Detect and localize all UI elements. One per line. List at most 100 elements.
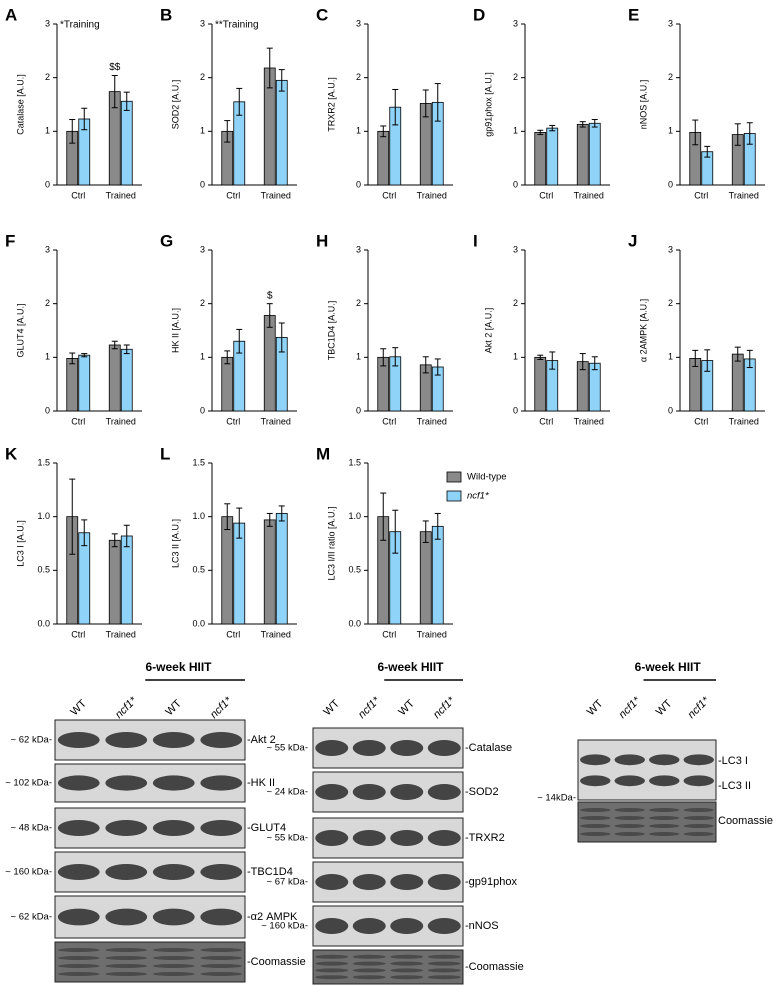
blot-band (352, 975, 386, 980)
blot-band (200, 956, 243, 960)
y-tick-label: 3 (356, 18, 361, 28)
legend-label: ncf1* (467, 491, 489, 502)
error-bar (422, 520, 429, 543)
blot-band (352, 740, 386, 756)
blot-band (200, 820, 243, 836)
blot-label: -Coomassie (465, 961, 524, 973)
kda-label: ~ 24 kDa- (267, 787, 308, 798)
blot-band (315, 918, 349, 934)
y-axis-label: Akt 2 [A.U.] (483, 308, 493, 354)
blot-label: -nNOS (465, 920, 499, 932)
blot-band (105, 820, 148, 836)
x-tick-label: Ctrl (226, 416, 240, 426)
blot-band (152, 775, 195, 791)
blot-band (105, 908, 148, 926)
y-axis-label: LC3 II [A.U.] (170, 519, 180, 568)
bar (534, 132, 547, 186)
blot-band (57, 972, 100, 976)
blot-band (315, 961, 349, 966)
y-axis-label: GLUT4 [A.U.] (15, 303, 25, 357)
blot-band (614, 824, 645, 828)
blot-band (614, 832, 645, 836)
error-bar (692, 119, 699, 146)
lane-label: WT (585, 697, 606, 718)
kda-label: ~ 48 kDa- (11, 823, 52, 834)
x-tick-label: Trained (106, 190, 136, 200)
bar (546, 127, 559, 186)
panel-letter: K (5, 444, 18, 463)
lane-label: ncf1* (431, 694, 458, 721)
blot-header: 6-week HIIT (377, 660, 444, 674)
blot-band (352, 968, 386, 973)
y-tick-label: 3 (45, 18, 50, 28)
kda-label: ~ 102 kDa- (5, 778, 52, 789)
error-bar (278, 322, 285, 353)
y-tick-label: 0 (513, 179, 518, 189)
blot-label: -Coomassie (247, 956, 306, 968)
x-tick-label: Trained (729, 190, 759, 200)
y-tick-label: 1.5 (192, 457, 205, 467)
y-axis-label: α 2AMPK [A.U.] (638, 299, 648, 362)
blot-band (105, 956, 148, 960)
error-bar (380, 492, 387, 541)
blot-band (315, 954, 349, 959)
blot-label: -α2 AMPK (247, 911, 298, 923)
blot-band (315, 975, 349, 980)
y-tick-label: 1.0 (37, 511, 50, 521)
x-tick-label: Ctrl (226, 629, 240, 639)
blot-image (577, 801, 717, 843)
x-tick-label: Ctrl (694, 190, 708, 200)
blot-band (427, 961, 461, 966)
error-bar (278, 505, 285, 522)
blot-band (580, 754, 611, 766)
bar (534, 356, 547, 412)
error-bar (81, 353, 88, 358)
y-tick-label: 3 (513, 18, 518, 28)
bar (108, 539, 121, 625)
error-bar (422, 356, 429, 374)
blot-image (577, 739, 717, 801)
kda-label: ~ 67 kDa- (267, 877, 308, 888)
y-tick-label: 1 (45, 352, 50, 362)
y-tick-label: 0 (200, 179, 205, 189)
blot-band (315, 784, 349, 800)
blot-band (683, 832, 714, 836)
blot-band (427, 975, 461, 980)
blot-band (649, 816, 680, 820)
y-tick-label: 0 (356, 405, 361, 415)
blot-band (200, 964, 243, 968)
blot-band (352, 954, 386, 959)
y-tick-label: 1 (513, 126, 518, 136)
blot-band (427, 968, 461, 973)
x-tick-label: Trained (261, 190, 291, 200)
lane-label: WT (396, 697, 417, 718)
blot-band (390, 830, 424, 846)
error-bar (278, 69, 285, 92)
error-bar (69, 478, 76, 555)
y-axis-label: LC3 I/II ratio [A.U.] (326, 506, 336, 580)
annotation: **Training (215, 20, 259, 31)
blot-band (57, 732, 100, 748)
error-bar (81, 519, 88, 547)
blot-band (649, 775, 680, 787)
x-tick-label: Trained (106, 416, 136, 426)
blot-band (580, 816, 611, 820)
blot-label: -Catalase (465, 742, 512, 754)
panel-letter: E (628, 5, 639, 24)
blot-label: -LC3 I (718, 755, 748, 767)
error-bar (549, 124, 556, 132)
y-tick-label: 1.0 (348, 511, 361, 521)
error-bar (236, 87, 243, 116)
blot-band (57, 908, 100, 926)
y-tick-label: 0.5 (348, 565, 361, 575)
kda-label: ~ 55 kDa- (267, 743, 308, 754)
blot-band (427, 874, 461, 890)
error-bar (537, 129, 544, 136)
blot-band (390, 784, 424, 800)
y-tick-label: 0 (668, 405, 673, 415)
blot-band (352, 961, 386, 966)
error-bar (692, 349, 699, 367)
x-tick-label: Ctrl (539, 190, 553, 200)
y-tick-label: 3 (668, 244, 673, 254)
error-bar (111, 340, 118, 350)
